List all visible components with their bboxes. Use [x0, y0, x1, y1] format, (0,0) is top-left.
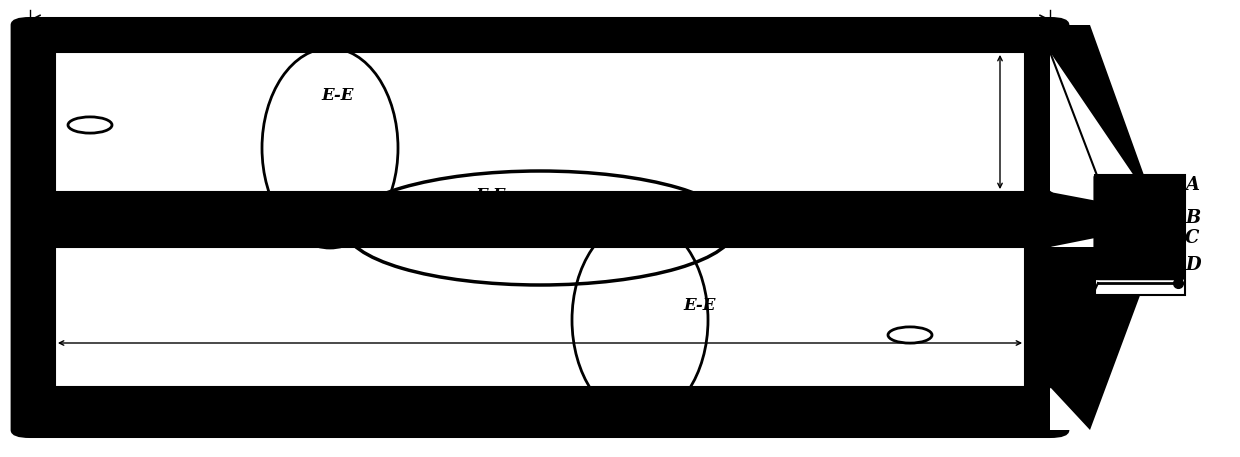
FancyBboxPatch shape [1096, 227, 1184, 279]
Text: F-F: F-F [475, 186, 505, 203]
FancyBboxPatch shape [1094, 228, 1184, 279]
Bar [1095, 175, 1185, 295]
Polygon shape [1050, 25, 1145, 192]
Circle shape [888, 327, 932, 343]
FancyBboxPatch shape [1096, 176, 1184, 229]
Text: C: C [1185, 229, 1199, 247]
Text: B: B [1185, 209, 1200, 227]
Bar [1050, 25, 1240, 430]
Bar [55, 247, 1025, 387]
Text: E-E: E-E [683, 297, 717, 314]
Text: A: A [1185, 176, 1199, 194]
Polygon shape [1050, 192, 1145, 247]
Polygon shape [1050, 247, 1145, 430]
Circle shape [68, 117, 112, 133]
Bar [55, 52, 1025, 192]
Text: E-E: E-E [322, 86, 355, 103]
FancyBboxPatch shape [1094, 175, 1184, 226]
Bar [30, 192, 1050, 247]
FancyBboxPatch shape [12, 18, 1068, 436]
Text: D: D [1185, 256, 1200, 274]
